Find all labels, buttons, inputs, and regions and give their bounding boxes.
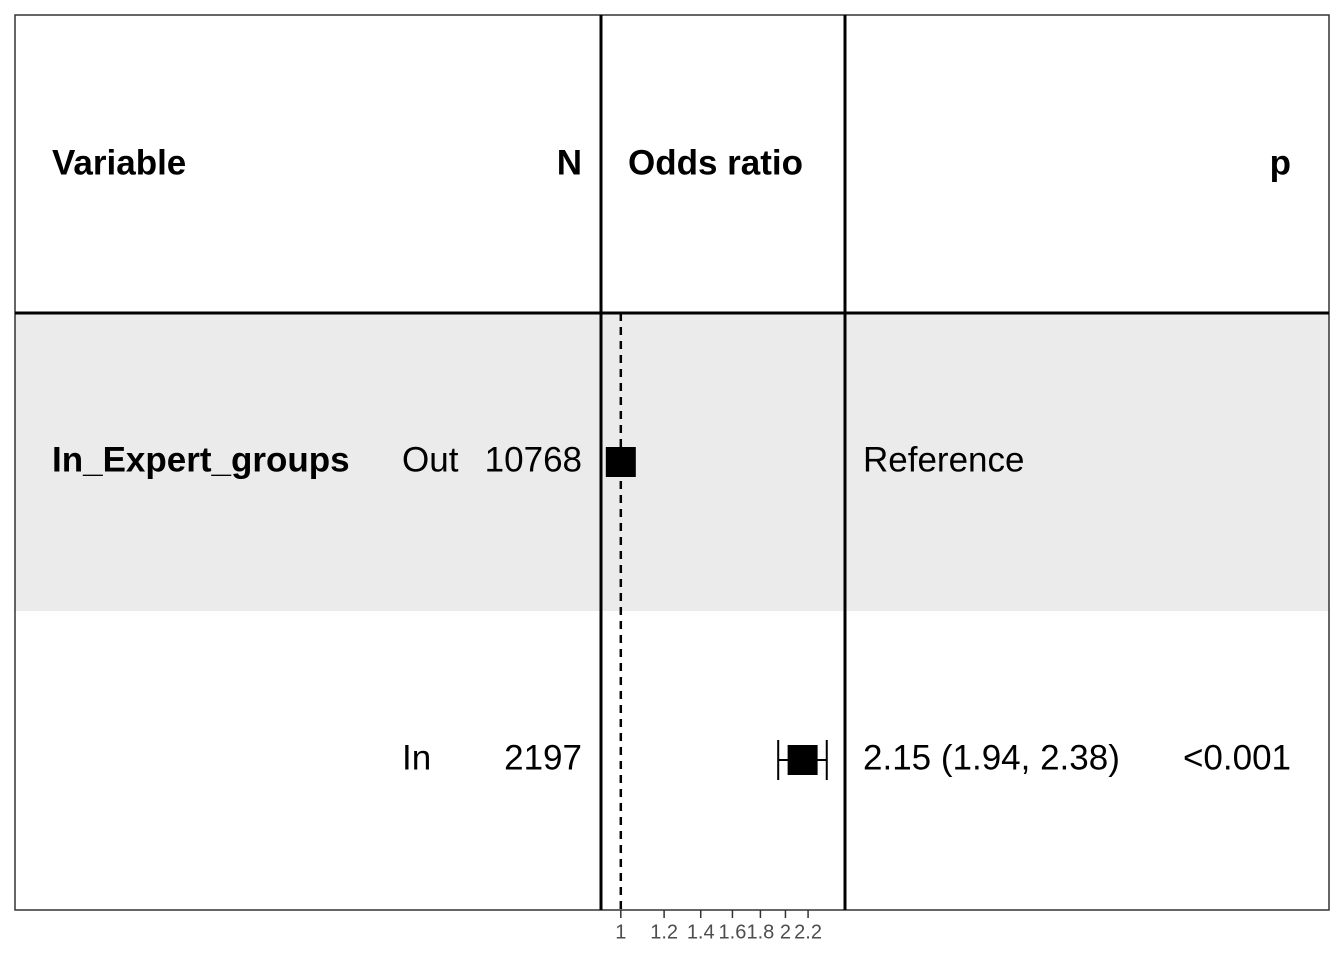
x-tick-label: 2 (780, 921, 791, 943)
row-stripe (15, 313, 1329, 611)
n-value: 10768 (485, 440, 582, 479)
x-tick-label: 1.6 (719, 921, 747, 943)
x-tick-label: 1.2 (650, 921, 678, 943)
estimate-label: Reference (863, 440, 1024, 479)
level-label: In (402, 738, 431, 777)
header-n: N (557, 143, 582, 182)
header-p: p (1270, 143, 1291, 182)
variable-label: In_Expert_groups (52, 440, 350, 479)
estimate-point (787, 745, 818, 775)
estimate-point (605, 447, 636, 477)
background (15, 313, 1329, 611)
x-tick-label: 1 (615, 921, 626, 943)
estimate-label: 2.15 (1.94, 2.38) (863, 738, 1120, 777)
header-variable: Variable (52, 143, 186, 182)
p-value: <0.001 (1183, 738, 1291, 777)
x-tick-label: 2.2 (794, 921, 822, 943)
x-tick-label: 1.8 (747, 921, 775, 943)
n-value: 2197 (504, 738, 582, 777)
level-label: Out (402, 440, 459, 479)
header-estimate: Odds ratio (628, 143, 803, 182)
table-border (14, 14, 1330, 911)
x-tick-label: 1.4 (687, 921, 715, 943)
